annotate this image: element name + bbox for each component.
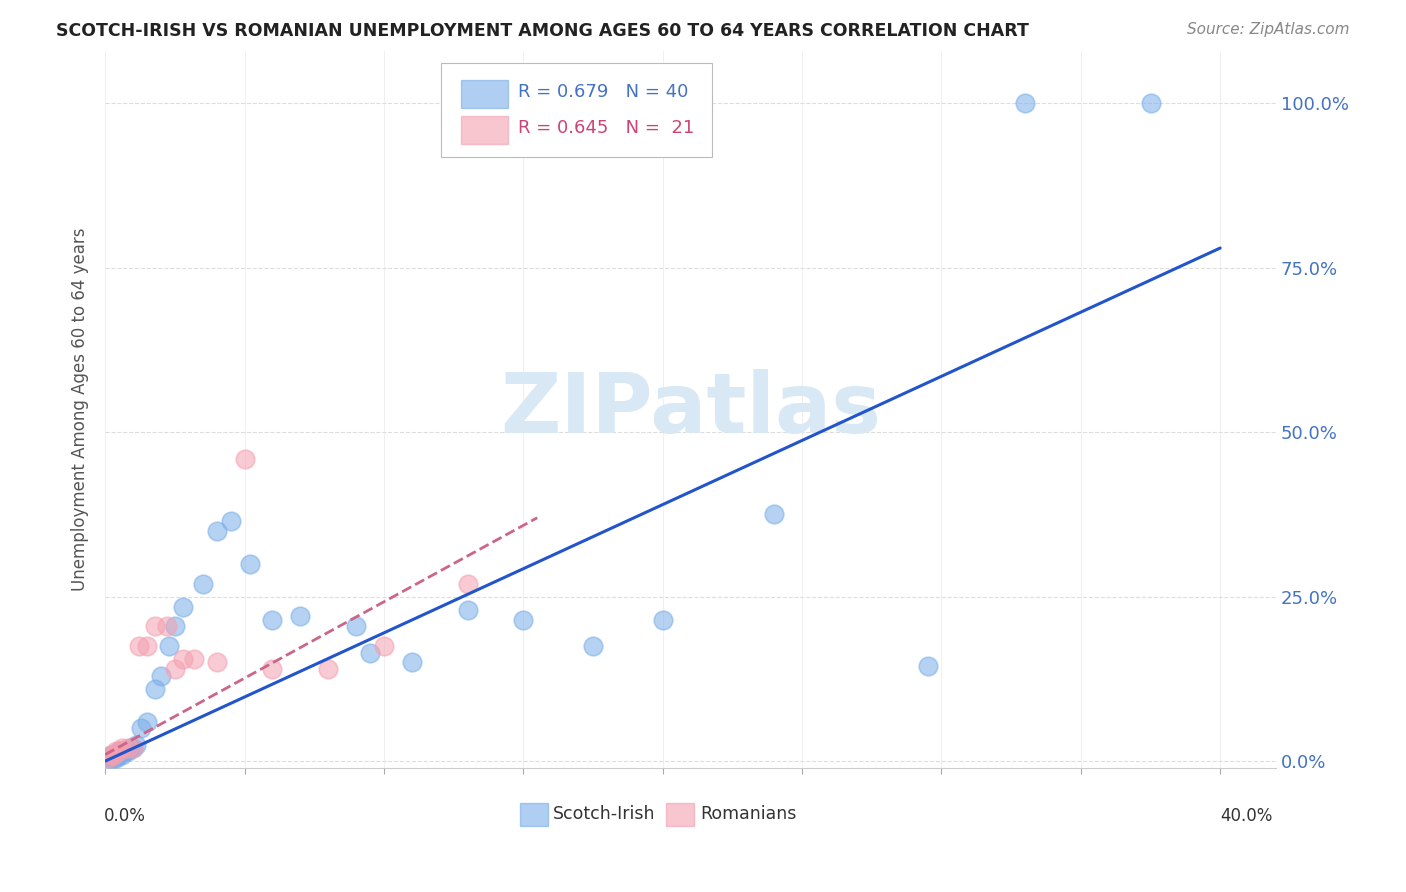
Point bbox=[103, 747, 125, 762]
Point bbox=[120, 741, 142, 756]
FancyBboxPatch shape bbox=[461, 116, 508, 145]
Point bbox=[136, 714, 159, 729]
Text: Source: ZipAtlas.com: Source: ZipAtlas.com bbox=[1187, 22, 1350, 37]
Text: R = 0.679   N = 40: R = 0.679 N = 40 bbox=[519, 83, 689, 101]
Text: ZIPatlas: ZIPatlas bbox=[501, 368, 882, 450]
Point bbox=[262, 662, 284, 676]
Point bbox=[131, 721, 153, 735]
Point bbox=[205, 524, 228, 538]
Point bbox=[373, 639, 395, 653]
Point bbox=[172, 652, 194, 666]
Point bbox=[205, 656, 228, 670]
Point bbox=[105, 744, 128, 758]
Point bbox=[512, 613, 534, 627]
Point bbox=[122, 741, 145, 756]
Point bbox=[145, 681, 167, 696]
Point bbox=[125, 738, 148, 752]
Point bbox=[100, 747, 122, 762]
Point bbox=[290, 609, 312, 624]
Point bbox=[108, 744, 131, 758]
Point bbox=[163, 619, 186, 633]
Point bbox=[316, 662, 339, 676]
Point bbox=[582, 639, 605, 653]
Text: 0.0%: 0.0% bbox=[104, 807, 146, 825]
Text: SCOTCH-IRISH VS ROMANIAN UNEMPLOYMENT AMONG AGES 60 TO 64 YEARS CORRELATION CHAR: SCOTCH-IRISH VS ROMANIAN UNEMPLOYMENT AM… bbox=[56, 22, 1029, 40]
Point bbox=[262, 613, 284, 627]
Point bbox=[1139, 96, 1161, 111]
Point bbox=[763, 508, 786, 522]
Point bbox=[97, 751, 120, 765]
Point bbox=[122, 741, 145, 756]
Point bbox=[117, 744, 139, 758]
Point bbox=[114, 744, 136, 758]
FancyBboxPatch shape bbox=[441, 62, 711, 157]
Point bbox=[97, 751, 120, 765]
Point bbox=[651, 613, 673, 627]
Text: R = 0.645   N =  21: R = 0.645 N = 21 bbox=[519, 119, 695, 137]
Point bbox=[359, 646, 381, 660]
Point bbox=[105, 751, 128, 765]
Text: Scotch-Irish: Scotch-Irish bbox=[553, 805, 655, 823]
Point bbox=[1014, 96, 1036, 111]
Point bbox=[344, 619, 367, 633]
Point bbox=[163, 662, 186, 676]
Point bbox=[917, 658, 939, 673]
Point bbox=[103, 747, 125, 762]
Point bbox=[457, 576, 479, 591]
FancyBboxPatch shape bbox=[520, 803, 548, 826]
Point bbox=[157, 639, 180, 653]
Y-axis label: Unemployment Among Ages 60 to 64 years: Unemployment Among Ages 60 to 64 years bbox=[72, 227, 89, 591]
Point bbox=[191, 576, 214, 591]
Point bbox=[108, 747, 131, 762]
Point bbox=[457, 603, 479, 617]
Point bbox=[136, 639, 159, 653]
Point bbox=[155, 619, 177, 633]
Point bbox=[239, 557, 262, 571]
Point bbox=[111, 747, 134, 762]
Point bbox=[172, 599, 194, 614]
Point bbox=[149, 668, 172, 682]
Point bbox=[233, 451, 256, 466]
FancyBboxPatch shape bbox=[666, 803, 695, 826]
Text: Romanians: Romanians bbox=[700, 805, 796, 823]
Point bbox=[100, 747, 122, 762]
Point bbox=[100, 751, 122, 765]
Point bbox=[105, 747, 128, 762]
Point bbox=[145, 619, 167, 633]
Point bbox=[219, 514, 242, 528]
Point bbox=[128, 639, 150, 653]
Text: 40.0%: 40.0% bbox=[1220, 807, 1272, 825]
Point bbox=[401, 656, 423, 670]
Point bbox=[111, 741, 134, 756]
Point bbox=[117, 741, 139, 756]
Point bbox=[183, 652, 205, 666]
Point bbox=[111, 744, 134, 758]
Point bbox=[103, 751, 125, 765]
Point bbox=[108, 744, 131, 758]
FancyBboxPatch shape bbox=[461, 79, 508, 108]
